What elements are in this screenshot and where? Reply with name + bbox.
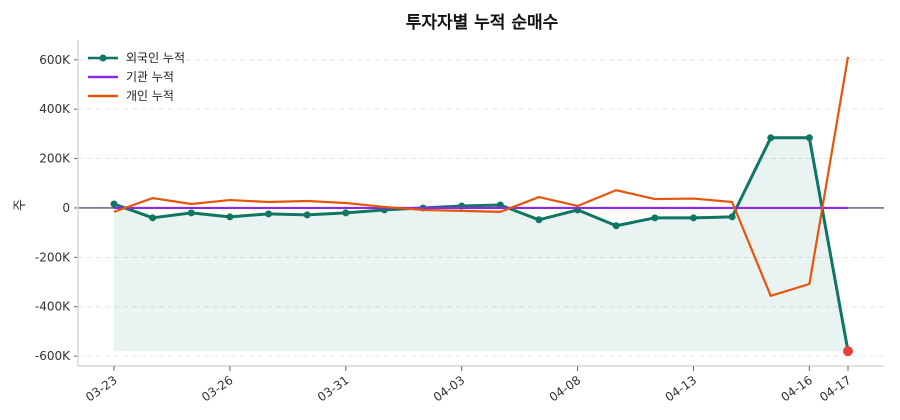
data-point: [689, 214, 697, 222]
data-point: [303, 211, 311, 219]
legend-label: 외국인 누적: [126, 51, 185, 65]
y-tick-label: -600K: [35, 349, 71, 363]
x-tick-label: 03-31: [315, 373, 352, 404]
x-tick-label: 04-03: [431, 373, 468, 404]
data-point: [496, 201, 504, 209]
data-point: [767, 134, 775, 142]
data-point: [612, 222, 620, 230]
data-point: [805, 134, 813, 142]
x-tick-label: 03-23: [83, 373, 120, 404]
series-line-0: [113, 136, 850, 352]
x-tick-label: 03-26: [199, 373, 236, 404]
data-point: [149, 214, 157, 222]
data-point: [265, 210, 273, 218]
data-point: [342, 209, 350, 217]
y-tick-label: 600K: [39, 53, 71, 67]
y-tick-label: -400K: [35, 300, 71, 314]
y-tick-label: 200K: [39, 152, 71, 166]
data-point: [226, 213, 234, 221]
foreign-fill-area: [114, 137, 848, 352]
legend-marker: [99, 54, 107, 62]
data-point: [187, 209, 195, 217]
data-point: [651, 214, 659, 222]
y-tick-label: 0: [62, 201, 70, 215]
legend-label: 기관 누적: [126, 70, 174, 84]
y-axis-label: 주: [13, 199, 28, 211]
chart-title: 투자자별 누적 순매수: [406, 13, 559, 33]
last-point-marker: [843, 346, 853, 357]
data-point: [110, 200, 118, 208]
x-tick-label: 04-16: [778, 373, 815, 404]
y-tick-label: -200K: [35, 250, 71, 264]
x-tick-label: 04-13: [663, 373, 700, 404]
data-point: [728, 213, 736, 221]
legend-label: 개인 누적: [126, 89, 174, 103]
x-tick-label: 04-17: [817, 373, 854, 404]
series-line-2: [113, 56, 850, 297]
x-tick-label: 04-08: [547, 373, 584, 404]
y-tick-label: 400K: [39, 102, 71, 116]
data-point: [535, 216, 543, 224]
